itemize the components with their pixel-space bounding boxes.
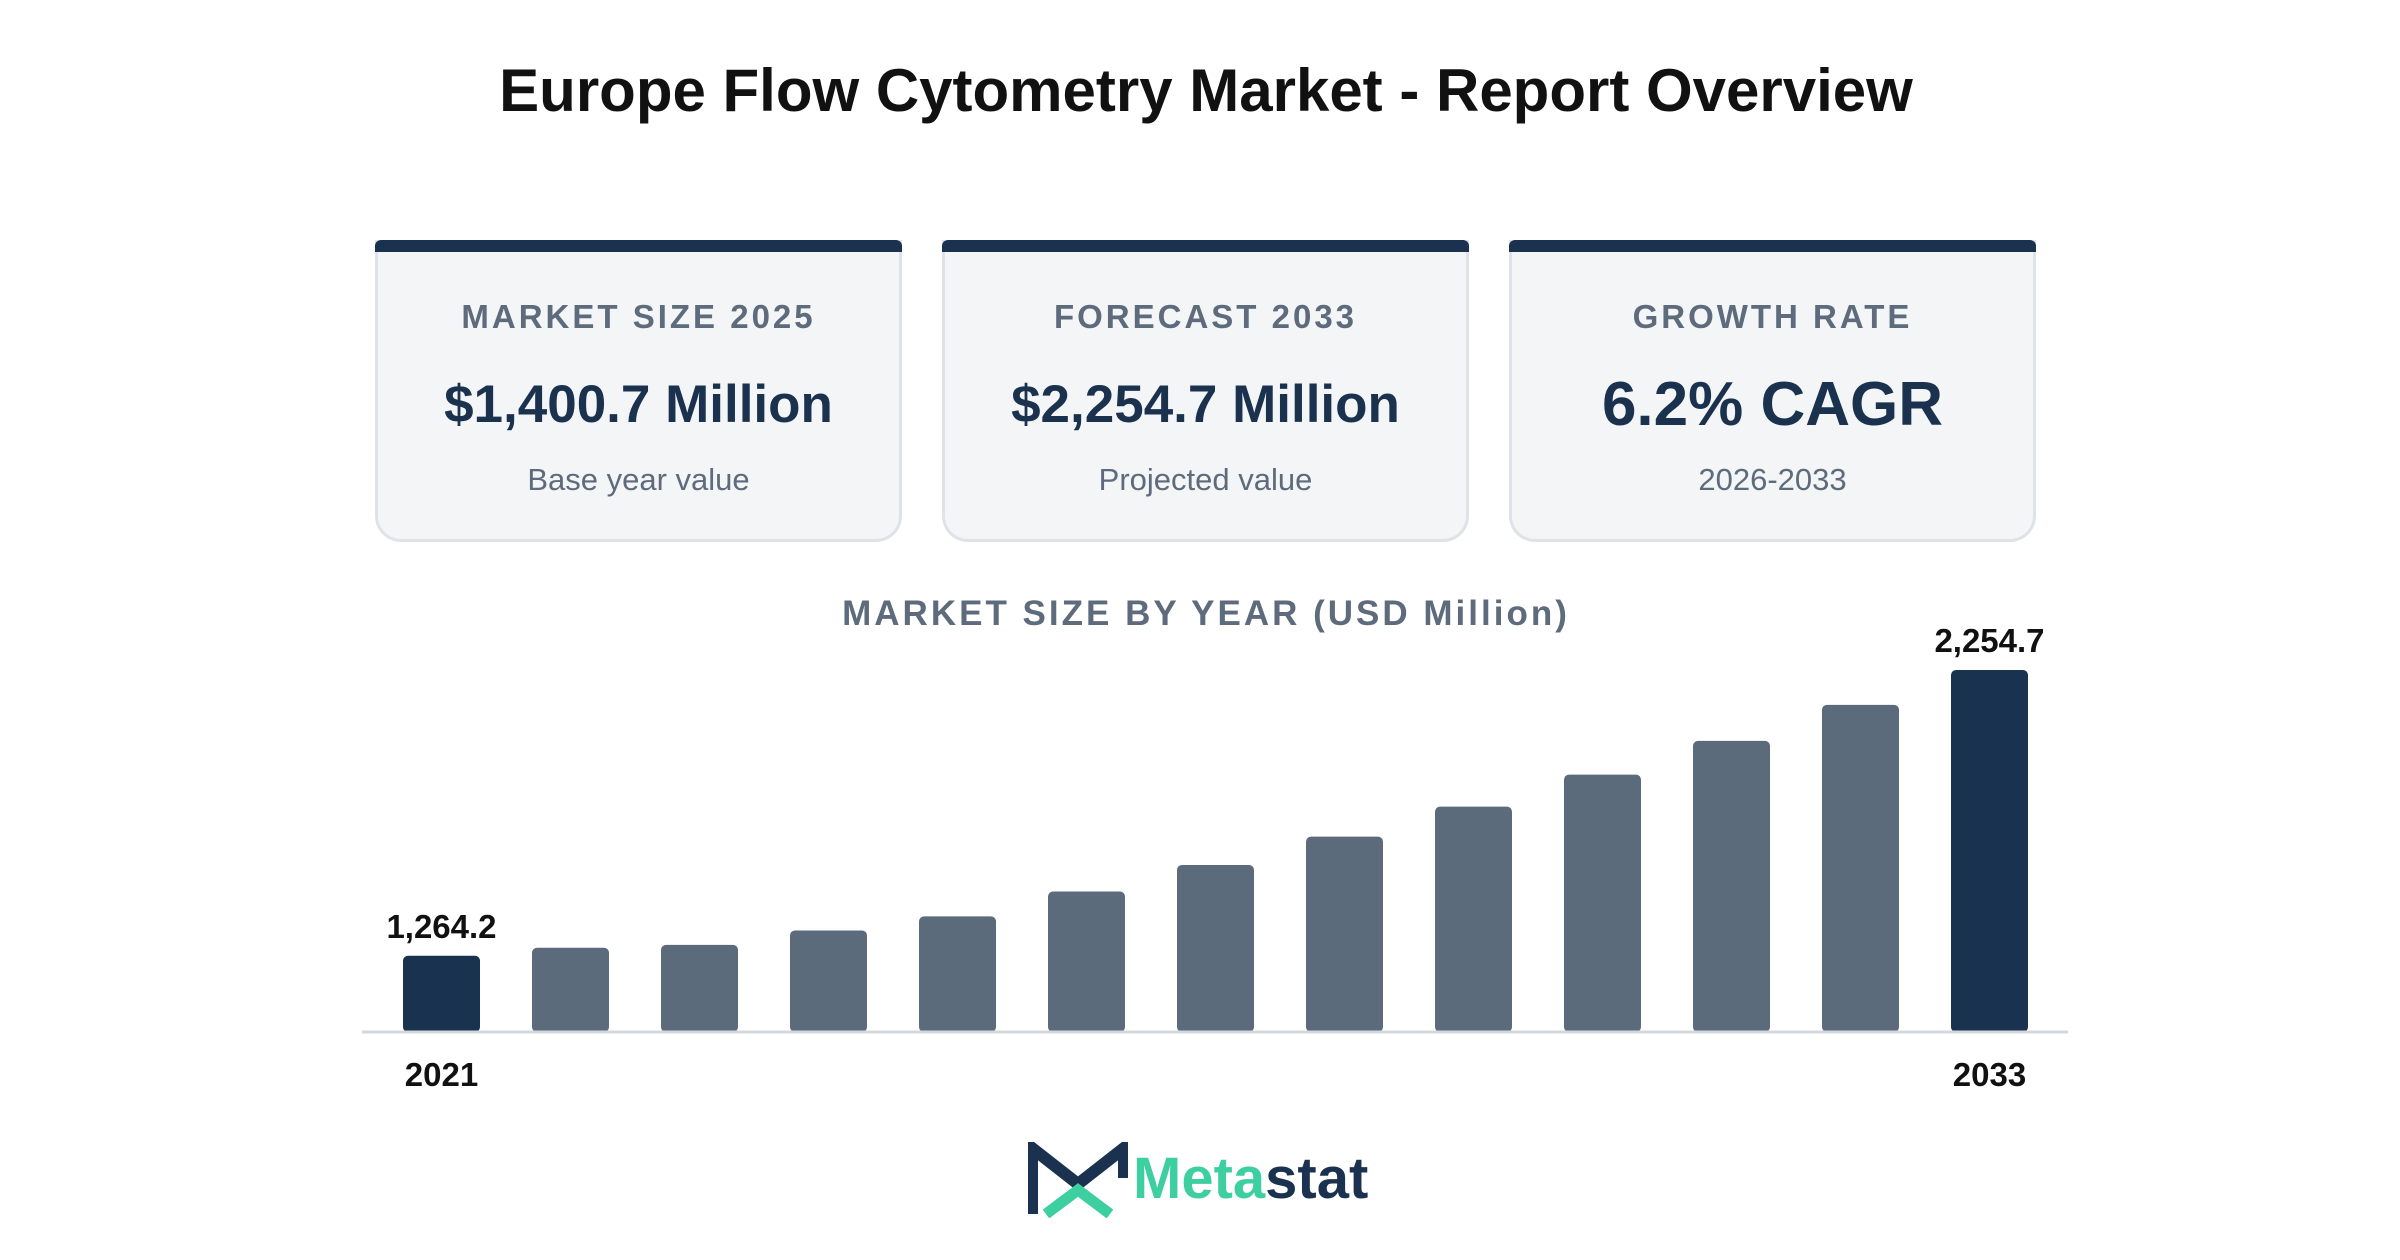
card-subtitle: 2026-2033	[1698, 462, 1847, 497]
bars-layer	[403, 670, 2028, 1032]
bar-2022	[532, 947, 609, 1032]
bar-2032	[1822, 704, 1899, 1032]
bar-2030	[1564, 774, 1641, 1032]
bar-2024	[790, 930, 867, 1032]
x-tick-label-2021: 2021	[405, 1056, 478, 1093]
card-label: MARKET SIZE 2025	[461, 298, 816, 335]
value-label-2021: 1,264.2	[386, 908, 496, 945]
card-value: 6.2% CAGR	[1601, 370, 1944, 439]
market-size-card: MARKET SIZE 2025 $1,400.7 Million Base y…	[375, 240, 902, 542]
market-size-bar-chart: 1,264.2 2021 2,254.7 2033	[362, 622, 2068, 1093]
brand-name-part-2: stat	[1265, 1146, 1369, 1211]
forecast-card: FORECAST 2033 $2,254.7 Million Projected…	[942, 240, 1469, 542]
card-subtitle: Base year value	[527, 462, 750, 497]
metastat-logo-icon	[1028, 1142, 1128, 1218]
card-subtitle: Projected value	[1098, 462, 1313, 497]
bar-2026	[1048, 891, 1125, 1032]
bar-2023	[661, 944, 738, 1032]
card-value: $2,254.7 Million	[1011, 375, 1400, 434]
card-value: $1,400.7 Million	[444, 375, 833, 434]
bar-2033	[1951, 670, 2028, 1032]
chart-title: MARKET SIZE BY YEAR (USD Million)	[842, 594, 1570, 633]
card-label: FORECAST 2033	[1053, 298, 1358, 335]
bar-2025	[919, 916, 996, 1032]
growth-rate-card: GROWTH RATE 6.2% CAGR 2026-2033	[1509, 240, 2036, 542]
bar-2029	[1435, 806, 1512, 1032]
bar-2031	[1693, 740, 1770, 1032]
card-label: GROWTH RATE	[1632, 298, 1913, 335]
page-title: Europe Flow Cytometry Market - Report Ov…	[499, 57, 1913, 124]
bar-2021	[403, 955, 480, 1032]
bar-2027	[1177, 864, 1254, 1032]
brand-name: Metastat	[1133, 1150, 1368, 1208]
labels-layer: 1,264.2 2021 2,254.7 2033	[386, 622, 2044, 1093]
brand-name-part-1: Meta	[1133, 1146, 1266, 1211]
x-tick-label-2033: 2033	[1953, 1056, 2026, 1093]
bar-2028	[1306, 836, 1383, 1032]
value-label-2033: 2,254.7	[1934, 622, 2044, 659]
